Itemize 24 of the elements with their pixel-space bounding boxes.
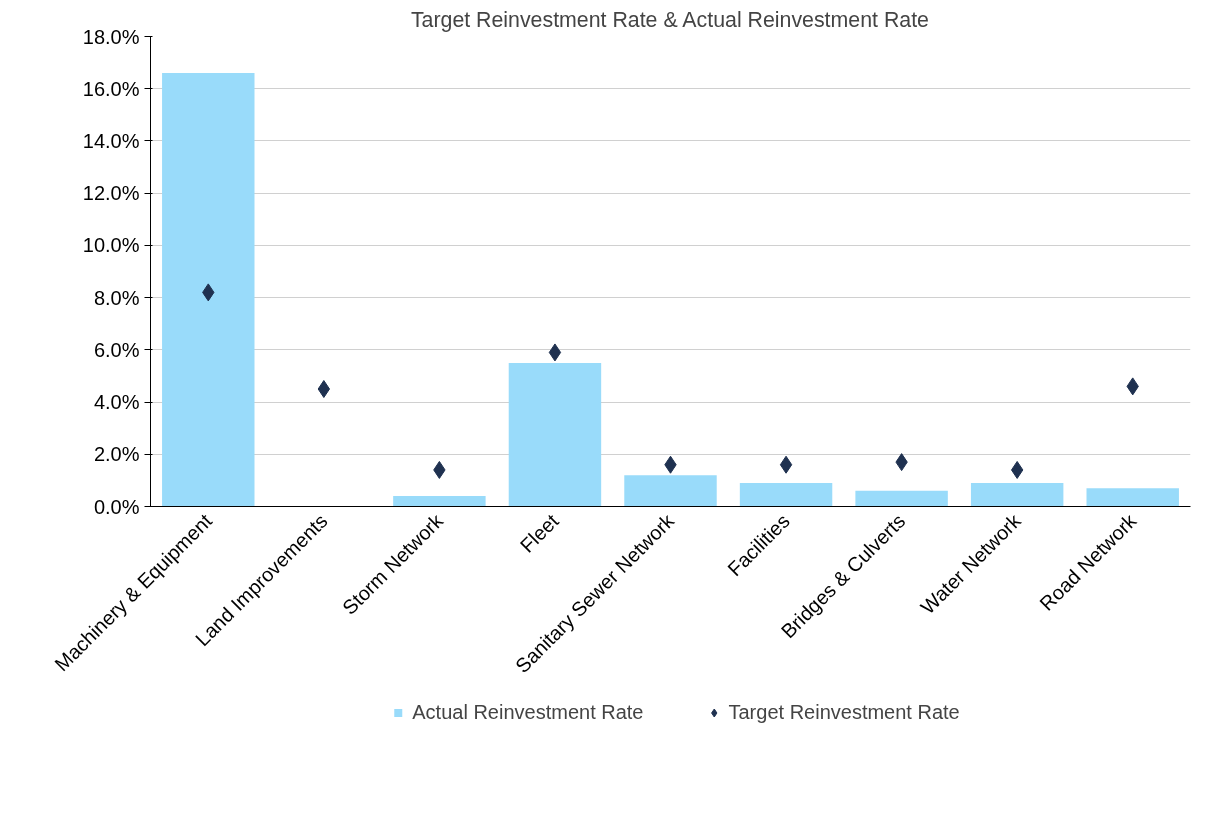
y-tick-label: 16.0% [82, 77, 140, 100]
y-tick-label: 12.0% [82, 182, 140, 205]
y-tick-label: 14.0% [82, 129, 140, 152]
point [317, 380, 330, 398]
bar [739, 483, 833, 507]
legend-label: Target Reinvestment Rate [728, 700, 960, 724]
point [779, 455, 793, 474]
y-tick-label: 0.0% [93, 495, 140, 518]
y-tick-label: 6.0% [93, 338, 140, 361]
bar [970, 483, 1064, 507]
bar [855, 490, 948, 507]
y-tick-label: 18.0% [82, 25, 140, 48]
bar [393, 496, 486, 507]
point [548, 343, 562, 362]
bar [624, 475, 717, 507]
chart-title: Target Reinvestment Rate & Actual Reinvestment Rate [410, 7, 929, 32]
bar [162, 73, 255, 507]
bar [508, 362, 602, 507]
y-tick-label: 2.0% [93, 443, 140, 466]
legend-label: Actual Reinvestment Rate [412, 700, 644, 724]
y-tick-label: 4.0% [93, 391, 140, 414]
y-tick-label: 8.0% [93, 286, 140, 309]
y-tick-label: 10.0% [82, 234, 140, 257]
bar [1086, 488, 1179, 507]
